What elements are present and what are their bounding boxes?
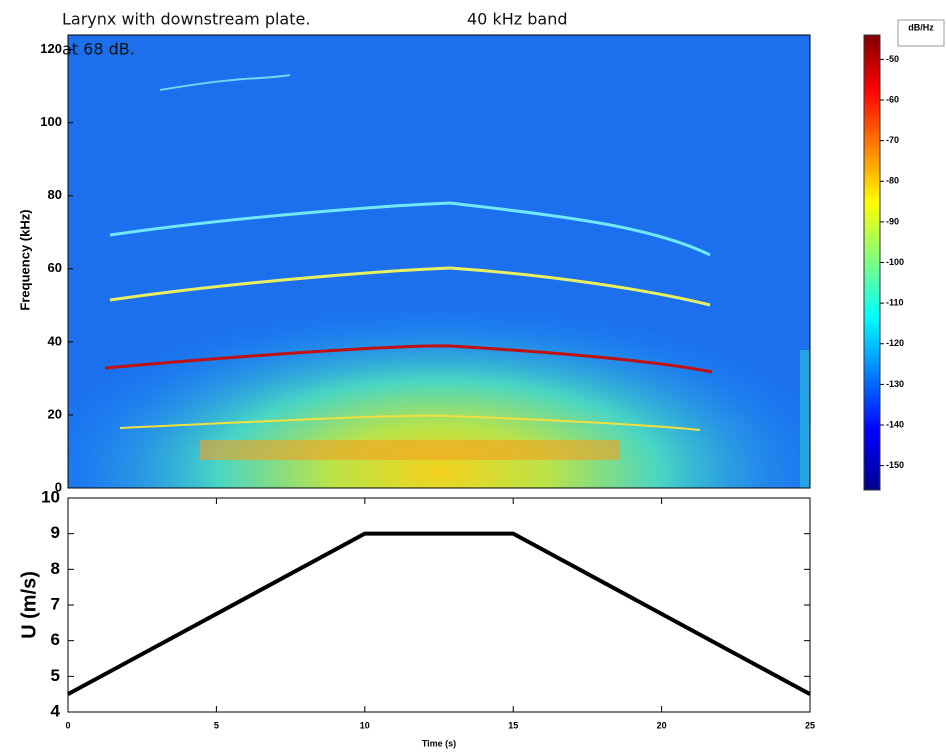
x-tick-label: 10	[360, 720, 370, 730]
spectrogram-frame	[67, 34, 811, 489]
y-tick-label: 8	[51, 559, 60, 578]
colorbar-tick-label: -90	[886, 216, 899, 226]
y-tick-label: 7	[51, 594, 60, 613]
colorbar-label-box	[897, 19, 945, 47]
colorbar-tick-label: -100	[886, 257, 904, 267]
annotation: 40 kHz band	[467, 10, 567, 29]
colorbar-tick-label: -140	[886, 419, 904, 429]
colorbar-tick-label: -110	[886, 298, 904, 308]
colorbar-tick-label: -130	[886, 379, 904, 389]
colorbar	[863, 34, 881, 491]
y-tick-label: 80	[48, 187, 62, 202]
x-tick-label: 25	[805, 720, 815, 730]
spectrogram-image	[68, 35, 810, 488]
x-tick-label: 0	[65, 720, 70, 730]
y-tick-label: 40	[48, 333, 62, 348]
y-tick-label: 10	[41, 487, 60, 506]
line	[67, 531, 811, 696]
x-tick-label: 20	[657, 720, 667, 730]
y-tick-label: 5	[51, 666, 60, 685]
y-tick-label: 9	[51, 523, 60, 542]
colorbar-tick-label: -150	[886, 460, 904, 470]
x-tick-label: 5	[214, 720, 219, 730]
colorbar-tick-label: -70	[886, 135, 899, 145]
y-tick-label: 4	[51, 701, 61, 720]
colorbar-label: dB/Hz	[908, 22, 934, 32]
y-tick-label: 100	[40, 114, 62, 129]
colorbar-tick-label: -120	[886, 338, 904, 348]
y-tick-label: 60	[48, 260, 62, 275]
y-axis-label: U (m/s)	[18, 571, 40, 639]
colorbar-tick-label: -60	[886, 94, 899, 104]
colorbar-tick-label: -50	[886, 54, 899, 64]
x-tick-label: 15	[508, 720, 518, 730]
y-axis-label: Frequency (kHz)	[17, 209, 32, 310]
line-plot-frame	[67, 497, 811, 713]
colorbar-tick-label: -80	[886, 176, 899, 186]
y-tick-label: 20	[48, 406, 62, 421]
annotation: Larynx with downstream plate.	[62, 10, 310, 29]
annotation: at 68 dB.	[62, 40, 135, 59]
x-axis-label: Time (s)	[422, 738, 456, 748]
y-tick-label: 0	[55, 479, 62, 494]
y-tick-label: 120	[40, 41, 62, 56]
y-tick-label: 6	[51, 630, 60, 649]
